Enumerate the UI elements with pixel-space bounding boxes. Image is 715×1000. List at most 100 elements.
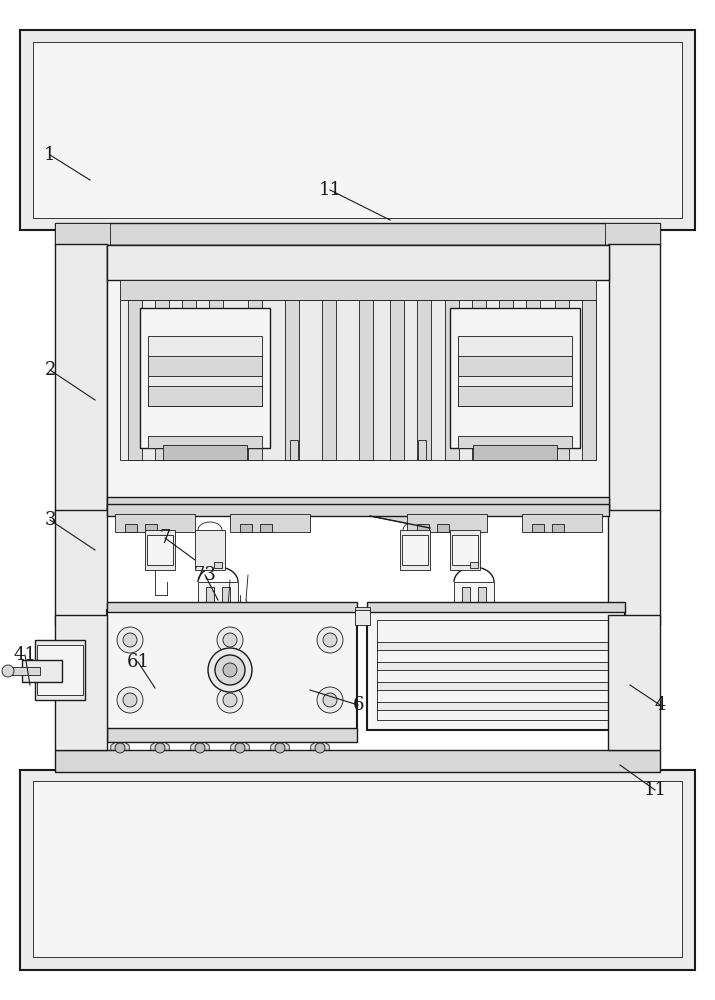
Circle shape [217, 627, 243, 653]
Bar [248, 300, 262, 460]
Bar [377, 682, 615, 690]
Bar [458, 356, 572, 376]
Circle shape [155, 743, 165, 753]
Bar [417, 300, 431, 460]
Bar [418, 440, 426, 460]
Text: 11: 11 [644, 781, 666, 799]
Circle shape [208, 648, 252, 692]
Bar [145, 530, 175, 570]
Bar [472, 300, 486, 460]
Text: 3: 3 [44, 511, 56, 529]
Circle shape [315, 743, 325, 753]
Bar [532, 524, 544, 532]
Bar [107, 497, 609, 515]
Bar [552, 524, 564, 532]
Bar [155, 300, 169, 460]
Bar [285, 300, 299, 460]
Bar [445, 300, 459, 460]
Bar [499, 300, 513, 460]
Bar [214, 562, 222, 568]
Bar [322, 300, 336, 460]
Bar [526, 300, 540, 460]
Text: 6: 6 [352, 696, 364, 714]
Bar [605, 223, 660, 245]
Circle shape [117, 627, 143, 653]
Text: 1: 1 [44, 146, 56, 164]
Bar [128, 300, 142, 460]
Bar [206, 587, 214, 622]
Bar [478, 587, 486, 622]
Bar [107, 245, 609, 515]
Bar [55, 223, 110, 245]
Bar [240, 524, 252, 532]
Bar [400, 530, 430, 570]
Bar [417, 524, 429, 532]
Bar [148, 356, 262, 376]
Text: 2: 2 [44, 361, 56, 379]
Text: 61: 61 [127, 653, 149, 671]
Bar [377, 702, 615, 710]
Bar [195, 530, 225, 570]
Circle shape [235, 743, 245, 753]
Bar [55, 615, 107, 750]
Circle shape [123, 693, 137, 707]
Bar [458, 436, 572, 448]
Bar [182, 300, 196, 460]
Circle shape [323, 633, 337, 647]
Bar [22, 660, 62, 682]
Bar [125, 524, 137, 532]
Bar [452, 535, 478, 565]
Bar [33, 781, 682, 957]
Circle shape [217, 687, 243, 713]
Bar [8, 667, 40, 675]
Bar [458, 336, 572, 406]
Bar [107, 504, 609, 516]
Bar [407, 514, 487, 532]
Bar [390, 300, 404, 460]
Bar [377, 642, 615, 650]
Circle shape [2, 665, 14, 677]
Bar [148, 386, 262, 406]
Bar [107, 610, 357, 730]
Text: 41: 41 [14, 646, 36, 664]
Bar [145, 524, 157, 532]
Text: 11: 11 [318, 181, 342, 199]
Text: 4: 4 [654, 696, 666, 714]
Circle shape [275, 743, 285, 753]
Bar [608, 615, 660, 750]
Bar [115, 514, 195, 532]
Bar [608, 244, 660, 512]
Bar [522, 514, 602, 532]
Circle shape [115, 743, 125, 753]
Bar [55, 244, 107, 512]
Bar [582, 300, 596, 460]
Bar [473, 445, 557, 460]
Bar [55, 750, 660, 772]
Bar [290, 440, 298, 460]
Bar [260, 524, 272, 532]
Bar [35, 640, 85, 700]
Bar [355, 610, 370, 625]
Bar [55, 223, 660, 245]
Polygon shape [191, 742, 209, 754]
Polygon shape [231, 742, 250, 754]
Circle shape [117, 687, 143, 713]
Bar [402, 535, 428, 565]
Bar [377, 620, 615, 720]
Circle shape [215, 655, 245, 685]
Circle shape [317, 687, 343, 713]
Bar [230, 514, 310, 532]
Circle shape [223, 633, 237, 647]
Circle shape [123, 633, 137, 647]
Polygon shape [151, 742, 169, 754]
Bar [55, 510, 107, 625]
Circle shape [317, 627, 343, 653]
Bar [148, 336, 262, 406]
Bar [147, 535, 173, 565]
Polygon shape [271, 742, 290, 754]
Bar [367, 602, 625, 612]
Bar [462, 587, 470, 622]
Bar [450, 308, 580, 448]
Bar [377, 662, 615, 670]
Bar [437, 524, 449, 532]
